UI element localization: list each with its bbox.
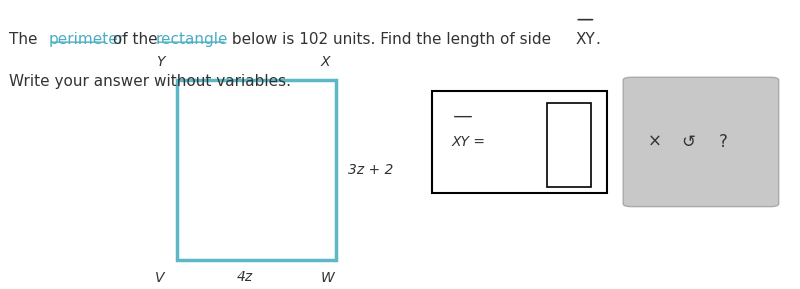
- Text: ↺: ↺: [682, 133, 695, 151]
- Text: ×: ×: [648, 133, 662, 151]
- FancyBboxPatch shape: [177, 80, 336, 260]
- Text: of the: of the: [108, 32, 162, 47]
- Text: W: W: [320, 271, 334, 285]
- Text: ?: ?: [718, 133, 727, 151]
- Text: .: .: [595, 32, 600, 47]
- Text: rectangle: rectangle: [155, 32, 228, 47]
- Text: below is 102 units. Find the length of side: below is 102 units. Find the length of s…: [227, 32, 556, 47]
- Text: V: V: [155, 271, 165, 285]
- Text: The: The: [10, 32, 42, 47]
- FancyBboxPatch shape: [623, 77, 778, 207]
- Text: XY =: XY =: [452, 135, 490, 149]
- Text: XY: XY: [575, 32, 595, 47]
- Text: Y: Y: [156, 55, 165, 69]
- Text: X: X: [320, 55, 330, 69]
- FancyBboxPatch shape: [432, 91, 607, 192]
- Text: 4z: 4z: [237, 270, 253, 284]
- Text: 3z + 2: 3z + 2: [348, 163, 394, 177]
- Text: Write your answer without variables.: Write your answer without variables.: [10, 75, 291, 90]
- Text: perimeter: perimeter: [49, 32, 125, 47]
- FancyBboxPatch shape: [547, 103, 591, 187]
